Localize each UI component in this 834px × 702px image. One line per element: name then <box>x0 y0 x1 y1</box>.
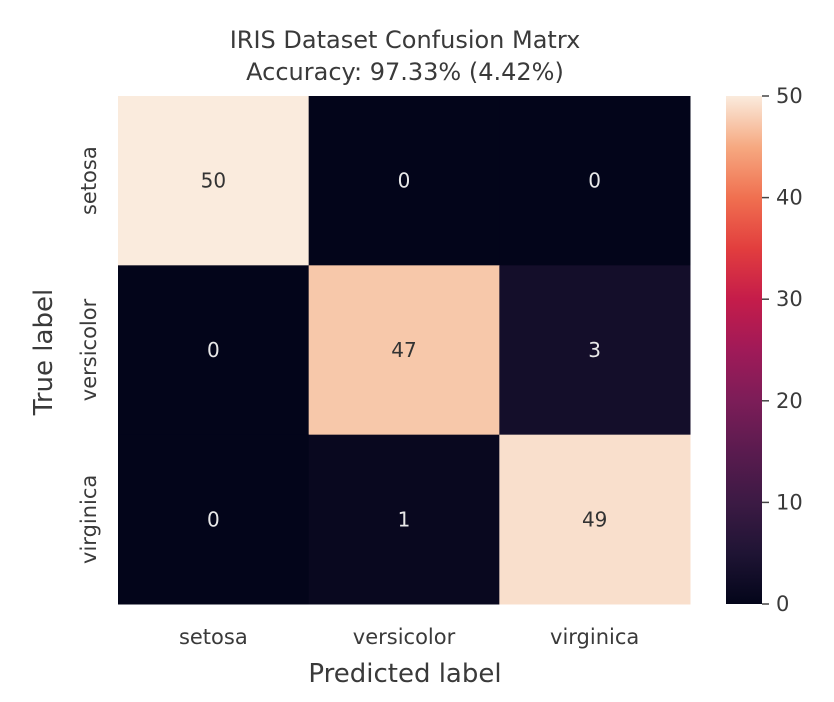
y-tick-labels: setosa versicolor virginica <box>77 146 101 564</box>
heatmap-cell-0-2 <box>499 96 691 266</box>
heatmap-cell-0-1 <box>308 96 500 266</box>
heatmap-cell-1-1 <box>308 265 500 436</box>
colorbar-tick-label-0: 0 <box>776 592 789 616</box>
chart-title: IRIS Dataset Confusion Matrx <box>230 26 581 54</box>
heatmap-cell-1-2 <box>499 265 691 436</box>
colorbar-tick-label-30: 30 <box>776 287 803 311</box>
heatmap-cell-1-0 <box>118 265 310 436</box>
heatmap-cell-2-0 <box>118 434 310 605</box>
cell-value-1-1: 47 <box>391 338 416 362</box>
cell-value-2-0: 0 <box>207 507 220 531</box>
y-axis-title: True label <box>29 289 59 416</box>
colorbar <box>726 96 762 604</box>
heatmap-cell-2-2 <box>499 434 691 605</box>
colorbar-tick-label-10: 10 <box>776 490 803 514</box>
colorbar-tick-label-50: 50 <box>776 84 803 108</box>
colorbar-tick-label-40: 40 <box>776 186 803 210</box>
heatmap-cell-0-0 <box>118 96 310 266</box>
y-tick-label-virginica: virginica <box>77 475 101 564</box>
cell-value-0-0: 50 <box>201 169 226 193</box>
cell-value-0-1: 0 <box>398 169 411 193</box>
chart-subtitle: Accuracy: 97.33% (4.42%) <box>246 58 564 86</box>
cell-value-2-1: 1 <box>398 507 411 531</box>
cell-value-1-2: 3 <box>588 338 601 362</box>
colorbar-tick-label-20: 20 <box>776 389 803 413</box>
cell-value-2-2: 49 <box>582 507 607 531</box>
cell-value-1-0: 0 <box>207 338 220 362</box>
x-tick-label-versicolor: versicolor <box>353 625 456 649</box>
x-tick-label-virginica: virginica <box>550 625 639 649</box>
heatmap-cell-2-1 <box>308 434 500 605</box>
x-tick-label-setosa: setosa <box>179 625 248 649</box>
y-tick-label-versicolor: versicolor <box>77 298 101 401</box>
cell-value-0-2: 0 <box>588 169 601 193</box>
heatmap-cells: 50 0 0 0 47 3 0 1 49 <box>118 96 691 605</box>
x-tick-labels: setosa versicolor virginica <box>179 625 639 649</box>
colorbar-ticks: 0 10 20 30 40 50 <box>762 84 803 616</box>
y-tick-label-setosa: setosa <box>77 146 101 215</box>
x-axis-title: Predicted label <box>308 659 501 689</box>
